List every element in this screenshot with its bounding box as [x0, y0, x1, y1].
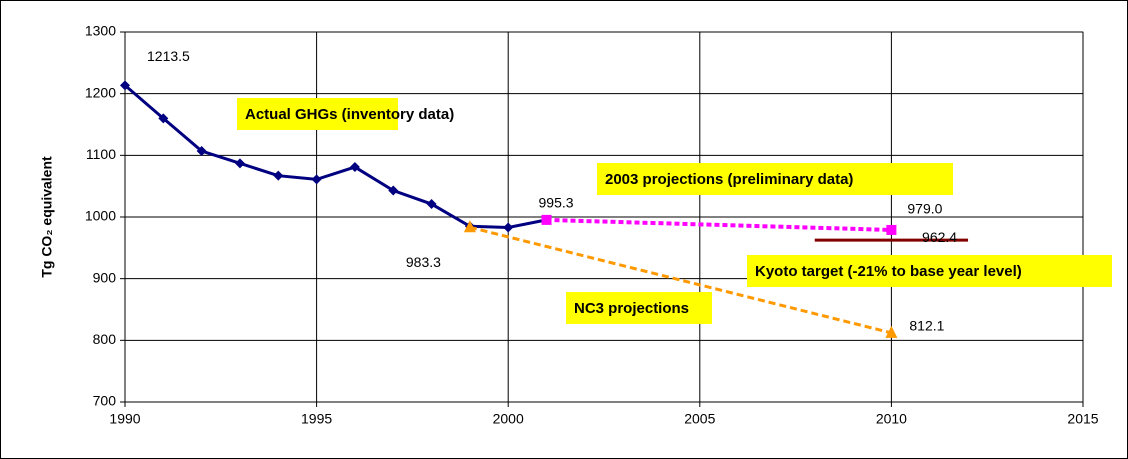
point-marker	[426, 199, 437, 210]
point-marker	[503, 222, 514, 233]
value-label: 962.4	[922, 229, 957, 245]
x-tick-label: 2015	[1067, 411, 1098, 427]
y-tick-label: 900	[93, 269, 117, 285]
x-tick-label: 2010	[876, 411, 907, 427]
annotation-box	[597, 163, 953, 195]
point-marker	[541, 214, 552, 225]
point-marker	[463, 220, 476, 233]
y-tick-label: 1300	[85, 23, 116, 39]
y-tick-label: 1000	[85, 208, 116, 224]
point-marker	[388, 185, 399, 196]
point-marker	[349, 162, 360, 173]
y-tick-label: 700	[93, 393, 117, 409]
point-marker	[885, 325, 898, 338]
point-marker	[311, 174, 322, 185]
point-marker	[234, 158, 245, 169]
point-marker	[273, 170, 284, 181]
x-tick-label: 1995	[301, 411, 332, 427]
annotation: Actual GHGs (inventory data)	[245, 106, 454, 123]
point-marker	[120, 80, 130, 91]
value-label: 995.3	[539, 195, 574, 211]
annotation-box	[747, 255, 1112, 287]
series-line	[124, 84, 547, 229]
y-tick-label: 1100	[86, 146, 116, 162]
annotation-box	[566, 292, 712, 324]
value-label: 1213.5	[147, 48, 190, 64]
annotation: Kyoto target (-21% to base year level)	[755, 263, 1022, 280]
annotation: 2003 projections (preliminary data)	[605, 171, 853, 188]
value-label: 979.0	[907, 201, 942, 217]
annotation-box	[237, 98, 398, 130]
point-marker	[158, 113, 169, 124]
x-tick-label: 2000	[493, 411, 524, 427]
y-axis-label: Tg CO₂ equivalent	[39, 156, 55, 278]
value-label: 812.1	[909, 318, 944, 334]
y-tick-label: 1200	[85, 84, 116, 100]
series-line	[469, 225, 892, 335]
value-label: 983.3	[406, 254, 441, 270]
series-line	[546, 217, 892, 232]
annotation: NC3 projections	[574, 300, 689, 317]
y-tick-label: 800	[93, 331, 117, 347]
x-tick-label: 1990	[109, 411, 140, 427]
point-marker	[886, 224, 897, 235]
x-tick-label: 2005	[684, 411, 715, 427]
point-marker	[196, 146, 207, 157]
